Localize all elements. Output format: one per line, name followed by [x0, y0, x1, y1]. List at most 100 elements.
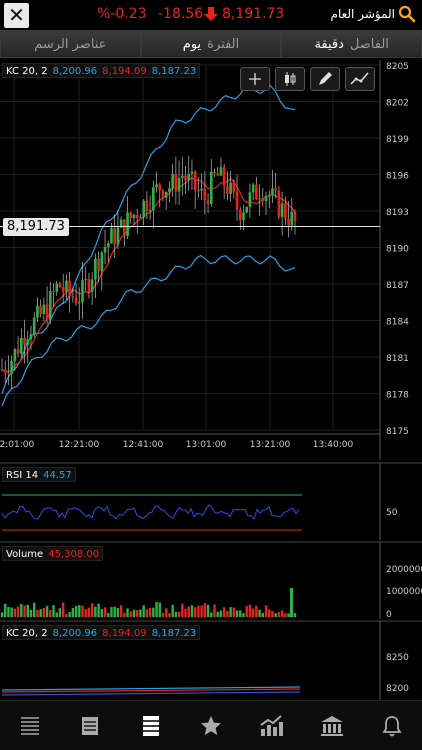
volume-bar — [242, 613, 245, 617]
volume-bar — [264, 605, 268, 617]
change-value: -18.56 — [158, 6, 204, 22]
y-tick-label: 8178 — [386, 391, 409, 401]
tab-interval[interactable]: الفاصل دقيقة — [281, 30, 422, 58]
volume-bar — [174, 611, 178, 617]
candle-down — [123, 219, 126, 237]
candle-down — [145, 200, 149, 212]
volume-bar — [232, 607, 236, 617]
candle-down — [74, 297, 78, 304]
volume-tick-label: 2000000 — [386, 565, 422, 575]
candle-down — [39, 305, 42, 315]
candle-down — [284, 203, 287, 219]
candle-up — [13, 349, 17, 362]
volume-bar — [210, 612, 213, 617]
rsi-legend: RSI 14 44.57 — [2, 467, 76, 482]
volume-bar — [274, 613, 277, 617]
candle-up — [280, 203, 284, 217]
watchlist-icon[interactable] — [136, 711, 166, 741]
volume-bar — [229, 607, 232, 617]
candle-up — [90, 279, 94, 292]
volume-bar — [219, 610, 223, 617]
candle-down — [255, 184, 258, 200]
change-percent: %-0.23 — [97, 6, 147, 22]
candle-down — [71, 296, 75, 298]
volume-bar — [200, 605, 203, 617]
volume-bar — [68, 611, 71, 617]
y-tick-label: 8175 — [386, 427, 409, 437]
candle-up — [106, 243, 110, 247]
kc-lower-band — [1, 254, 296, 406]
candle-up — [94, 258, 97, 280]
candle-down — [184, 175, 187, 181]
volume-bar — [193, 607, 197, 617]
search-icon[interactable] — [398, 5, 416, 23]
candle-up — [20, 338, 23, 354]
volume-bar — [213, 604, 216, 617]
volume-bar — [155, 602, 158, 617]
y-tick-label: 8184 — [386, 318, 409, 328]
volume-bar — [0, 612, 4, 617]
close-button[interactable]: ✕ — [4, 3, 29, 28]
volume-bar — [65, 613, 68, 617]
draw-button[interactable] — [310, 67, 340, 91]
volume-bar — [148, 608, 152, 617]
bank-icon[interactable] — [317, 711, 347, 741]
volume-bar — [290, 588, 293, 617]
bottom-nav — [0, 700, 422, 750]
volume-bar — [284, 613, 287, 617]
candle-up — [209, 171, 213, 204]
volume-bar — [61, 602, 65, 617]
volume-bar — [145, 609, 149, 617]
candlestick-icon — [285, 72, 296, 86]
volume-bar — [42, 607, 46, 617]
candle-down — [287, 218, 290, 226]
x-tick-label: 12:21:00 — [59, 440, 100, 450]
tab-drawings[interactable]: عناصر الرسم — [0, 30, 141, 58]
volume-bar — [113, 606, 116, 617]
candle-type-button[interactable] — [275, 67, 305, 91]
volume-bar — [84, 609, 87, 617]
volume-bar — [139, 609, 142, 617]
price-chart[interactable]: 8205 8202 8199 8196 8193 8190 8187 8184 8181 8178… — [0, 58, 422, 708]
volume-bar — [255, 605, 258, 617]
list-icon[interactable] — [15, 711, 45, 741]
candle-up — [190, 171, 194, 174]
volume-legend: Volume 45,308.00 — [2, 546, 104, 561]
volume-bar — [187, 606, 190, 617]
volume-bar — [206, 604, 210, 617]
chart-axes: 8205 8202 8199 8196 8193 8190 8187 8184 8181 8178… — [0, 60, 409, 460]
bell-icon[interactable] — [377, 711, 407, 741]
candlesticks — [0, 155, 297, 389]
candle-up — [65, 280, 68, 292]
document-icon[interactable] — [75, 711, 105, 741]
volume-bar — [23, 605, 26, 617]
volume-bar — [171, 604, 174, 617]
line-chart-button[interactable] — [345, 67, 375, 91]
tab-interval-value: دقيقة — [314, 36, 344, 52]
chart-icon[interactable] — [256, 711, 286, 741]
volume-bar — [52, 605, 55, 617]
volume-bar — [126, 608, 129, 617]
tab-period[interactable]: الفترة يوم — [140, 30, 282, 58]
volume-bar — [100, 609, 104, 617]
chart-grid — [0, 64, 380, 431]
index-name: المؤشر العام — [330, 7, 395, 21]
last-price: 8,191.73 — [222, 6, 285, 22]
candle-up — [81, 280, 84, 303]
kc-tick-label: 8250 — [386, 653, 409, 663]
candle-up — [10, 361, 13, 374]
kc2-mid-line — [1, 688, 301, 693]
x-tick-label: 12:41:00 — [123, 440, 164, 450]
rsi-pane: 50 — [0, 462, 422, 540]
candle-down — [52, 291, 55, 293]
kc-tick-label: 8200 — [386, 684, 409, 694]
candle-down — [161, 190, 165, 198]
candle-up — [126, 212, 129, 237]
candle-down — [174, 174, 178, 192]
volume-bar — [222, 607, 226, 617]
volume-bar — [32, 602, 36, 617]
crosshair-button[interactable] — [240, 67, 270, 91]
rsi-line — [1, 504, 300, 520]
star-icon[interactable] — [196, 711, 226, 741]
